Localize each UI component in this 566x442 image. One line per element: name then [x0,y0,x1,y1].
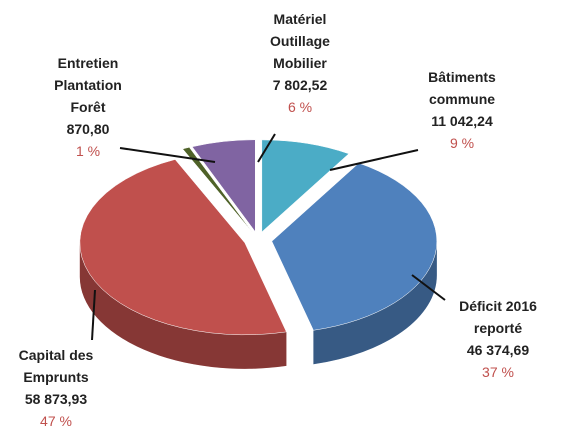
slice [191,139,256,233]
leader-line [329,149,419,171]
category-label: Matériel Outillage Mobilier [270,11,330,71]
slice-side-shade [79,242,287,369]
percent-label: 6 % [288,99,312,115]
value-label: 7 802,52 [273,77,328,93]
slice-side [313,241,437,365]
category-label: Entretien Plantation Forêt [54,55,122,115]
slice [271,162,438,331]
category-label: Capital des Emprunts [19,347,94,385]
slice [79,159,287,336]
leader-line [119,147,216,163]
leader-line [411,274,446,301]
percent-label: 9 % [450,135,474,151]
category-label: Déficit 2016 reporté [459,298,537,336]
value-label: 11 042,24 [431,113,493,129]
value-label: 46 374,69 [467,342,529,358]
slice [182,147,253,233]
value-label: 870,80 [67,121,110,137]
leader-line [257,133,276,163]
leader-line [91,289,96,341]
percent-label: 37 % [482,364,514,380]
value-label: 58 873,93 [25,391,87,407]
percent-label: 1 % [76,143,100,159]
percent-label: 47 % [40,413,72,429]
slice-side [79,242,287,369]
slice [261,139,350,233]
category-label: Bâtiments commune [428,69,496,107]
slice-side-shade [313,241,437,365]
